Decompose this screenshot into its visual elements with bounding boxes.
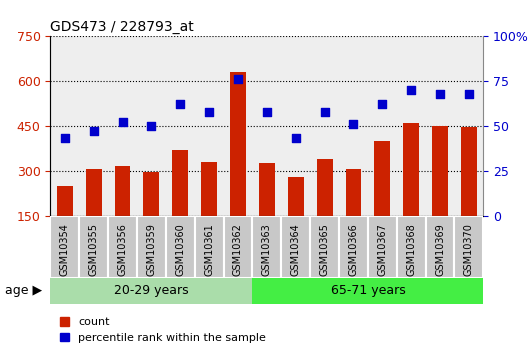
FancyBboxPatch shape	[310, 216, 339, 278]
Point	[118, 120, 127, 125]
Point	[147, 123, 156, 129]
Text: GSM10364: GSM10364	[291, 223, 301, 276]
Text: GSM10355: GSM10355	[89, 223, 99, 276]
FancyBboxPatch shape	[368, 216, 397, 278]
FancyBboxPatch shape	[166, 216, 195, 278]
Text: age ▶: age ▶	[5, 284, 42, 297]
Text: GSM10356: GSM10356	[118, 223, 128, 276]
Bar	[403, 123, 419, 216]
Point	[378, 102, 386, 107]
FancyBboxPatch shape	[339, 216, 368, 278]
FancyBboxPatch shape	[50, 216, 79, 278]
FancyBboxPatch shape	[108, 216, 137, 278]
Text: 65-71 years: 65-71 years	[331, 284, 405, 297]
Point	[436, 91, 444, 96]
Point	[234, 77, 242, 82]
Bar	[346, 169, 361, 216]
Bar	[57, 186, 73, 216]
Bar	[461, 127, 477, 216]
Text: GSM10366: GSM10366	[348, 223, 358, 276]
Text: GDS473 / 228793_at: GDS473 / 228793_at	[50, 20, 194, 34]
FancyBboxPatch shape	[79, 216, 108, 278]
Text: GSM10365: GSM10365	[320, 223, 330, 276]
FancyBboxPatch shape	[252, 216, 281, 278]
FancyBboxPatch shape	[426, 216, 455, 278]
Bar	[374, 141, 390, 216]
Bar	[172, 150, 188, 216]
Point	[262, 109, 271, 114]
Bar	[230, 72, 246, 216]
Bar	[144, 172, 160, 216]
Point	[292, 136, 300, 141]
FancyBboxPatch shape	[137, 216, 166, 278]
Point	[176, 102, 184, 107]
Bar	[114, 166, 130, 216]
Text: GSM10370: GSM10370	[464, 223, 474, 276]
Bar	[432, 126, 448, 216]
FancyBboxPatch shape	[281, 216, 310, 278]
Point	[349, 121, 358, 127]
Text: GSM10360: GSM10360	[175, 223, 186, 276]
FancyBboxPatch shape	[195, 216, 224, 278]
FancyBboxPatch shape	[397, 216, 426, 278]
Bar	[201, 162, 217, 216]
Bar	[86, 169, 102, 216]
FancyBboxPatch shape	[455, 216, 483, 278]
Text: GSM10363: GSM10363	[262, 223, 272, 276]
Bar	[316, 159, 332, 216]
Text: GSM10361: GSM10361	[204, 223, 214, 276]
Point	[465, 91, 473, 96]
Point	[407, 87, 416, 93]
FancyBboxPatch shape	[224, 216, 252, 278]
Point	[60, 136, 69, 141]
Point	[320, 109, 329, 114]
Legend: count, percentile rank within the sample: count, percentile rank within the sample	[56, 313, 270, 345]
Point	[90, 129, 98, 134]
Text: GSM10369: GSM10369	[435, 223, 445, 276]
Text: GSM10368: GSM10368	[406, 223, 416, 276]
Bar	[259, 163, 275, 216]
FancyBboxPatch shape	[252, 278, 483, 304]
Point	[205, 109, 214, 114]
Text: GSM10362: GSM10362	[233, 223, 243, 276]
Bar	[288, 177, 304, 216]
Text: GSM10359: GSM10359	[146, 223, 156, 276]
FancyBboxPatch shape	[50, 278, 252, 304]
Text: GSM10354: GSM10354	[60, 223, 70, 276]
Text: GSM10367: GSM10367	[377, 223, 387, 276]
Text: 20-29 years: 20-29 years	[114, 284, 189, 297]
